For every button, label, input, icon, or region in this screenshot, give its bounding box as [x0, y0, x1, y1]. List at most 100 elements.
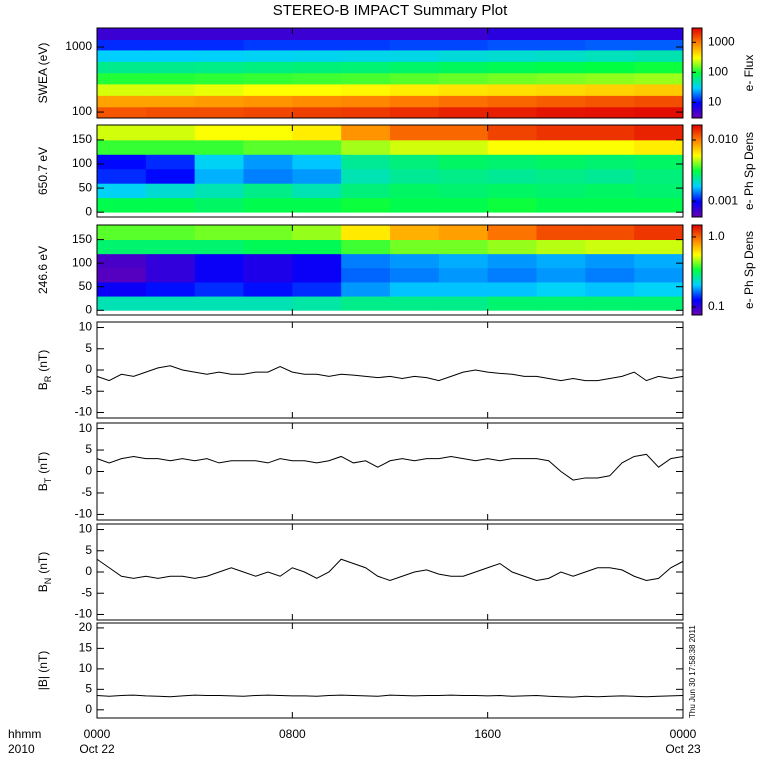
colorbar-tick-label: 1000 [708, 34, 735, 48]
y-axis-label: BN (nT) [36, 552, 53, 593]
y-axis-label-sub: R [43, 375, 53, 382]
heatmap-cell [487, 168, 537, 184]
heatmap-cell [634, 168, 684, 184]
heatmap-cell [585, 106, 635, 119]
heatmap-cell [97, 61, 147, 74]
colorbar [691, 224, 703, 316]
heatmap-cell [243, 28, 293, 40]
heatmap-cell [341, 183, 391, 199]
heatmap-cell [536, 183, 586, 199]
y-tick-label: 20 [79, 620, 93, 634]
heatmap-cell [585, 282, 635, 297]
heatmap-cell [536, 282, 586, 297]
heatmap-cell [97, 296, 147, 311]
y-tick-label: -10 [75, 507, 93, 521]
heatmap-cell [634, 49, 684, 62]
heatmap-cell [97, 49, 147, 62]
y-axis-label-text: B [36, 483, 50, 491]
y-axis-label: BT (nT) [36, 452, 53, 492]
heatmap-cell [536, 28, 586, 40]
heatmap-cell [536, 72, 586, 85]
heatmap-cell [145, 197, 196, 213]
heatmap-cell [292, 28, 342, 40]
heatmap-cell [487, 61, 537, 74]
heatmap-cell [585, 139, 635, 155]
heatmap-cell [341, 197, 391, 213]
y-axis-label-sub: N [43, 578, 53, 585]
y-tick-label: -10 [75, 607, 93, 621]
heatmap-cell [634, 183, 684, 199]
heatmap-cell [438, 28, 489, 40]
x-axis-label: 2010 [8, 742, 35, 756]
heatmap-cell [292, 253, 342, 269]
heatmap-cell [536, 83, 586, 96]
panel-frame [96, 27, 684, 119]
heatmap-cell [390, 28, 440, 40]
heatmap-cell [585, 267, 635, 283]
heatmap-cell [390, 168, 440, 184]
heatmap-cell [585, 239, 635, 255]
heatmap-cell [97, 239, 147, 255]
heatmap-cell [634, 83, 684, 96]
heatmap-cell [341, 267, 391, 283]
heatmap-cell [390, 225, 440, 241]
heatmap-cell [585, 168, 635, 184]
heatmap-cell [194, 106, 244, 119]
heatmap-cell [634, 139, 684, 155]
heatmap-cell [243, 183, 293, 199]
heatmap-cell [341, 39, 391, 51]
heatmap-cell [341, 49, 391, 62]
heatmap-cell [243, 49, 293, 62]
heatmap-cell [487, 28, 537, 40]
y-axis-label: SWEA (eV) [36, 43, 50, 104]
heatmap-cell [585, 225, 635, 241]
colorbar-tick-label: 0.001 [708, 193, 738, 207]
heatmap-cell [438, 239, 489, 255]
heatmap-cell [243, 39, 293, 51]
y-axis-label: BR (nT) [36, 350, 53, 391]
heatmap-cell [97, 183, 147, 199]
colorbar-tick-label: 1.0 [708, 229, 725, 243]
heatmap-cell [194, 154, 244, 170]
heatmap-cell [634, 267, 684, 283]
y-tick-label: 10 [79, 522, 93, 536]
heatmap-cell [194, 49, 244, 62]
heatmap-cell [390, 72, 440, 85]
heatmap-cell [194, 61, 244, 74]
heatmap-cell [243, 267, 293, 283]
heatmap-cell [292, 225, 342, 241]
heatmap-cell [145, 296, 196, 311]
heatmap-cell [97, 125, 147, 141]
y-tick-label: 5 [85, 442, 92, 456]
heatmap-cell [194, 139, 244, 155]
heatmap-cell [292, 61, 342, 74]
heatmap-cell [145, 168, 196, 184]
heatmap-cell [585, 39, 635, 51]
data-line [96, 694, 684, 698]
heatmap-cell [292, 154, 342, 170]
heatmap-cell [438, 83, 489, 96]
heatmap-cell [145, 106, 196, 119]
heatmap-cell [438, 183, 489, 199]
heatmap-cell [97, 28, 147, 40]
y-tick-label: 100 [72, 255, 92, 269]
heatmap-cell [194, 168, 244, 184]
heatmap-cell [243, 282, 293, 297]
x-axis-label: hhmm [8, 727, 41, 741]
heatmap-cell [585, 28, 635, 40]
heatmap-cell [292, 296, 342, 311]
heatmap-cell [97, 267, 147, 283]
heatmap-cell [145, 253, 196, 269]
heatmap-cell [292, 183, 342, 199]
heatmap-cell [194, 125, 244, 141]
heatmap-cell [438, 253, 489, 269]
heatmap-cell [194, 95, 244, 108]
heatmap-cell [292, 83, 342, 96]
heatmap-cell [487, 282, 537, 297]
y-axis-label-text: 650.7 eV [36, 147, 50, 195]
data-line [96, 365, 684, 382]
heatmap-cell [634, 296, 684, 311]
heatmap-cell [536, 296, 586, 311]
heatmap-cell [292, 139, 342, 155]
